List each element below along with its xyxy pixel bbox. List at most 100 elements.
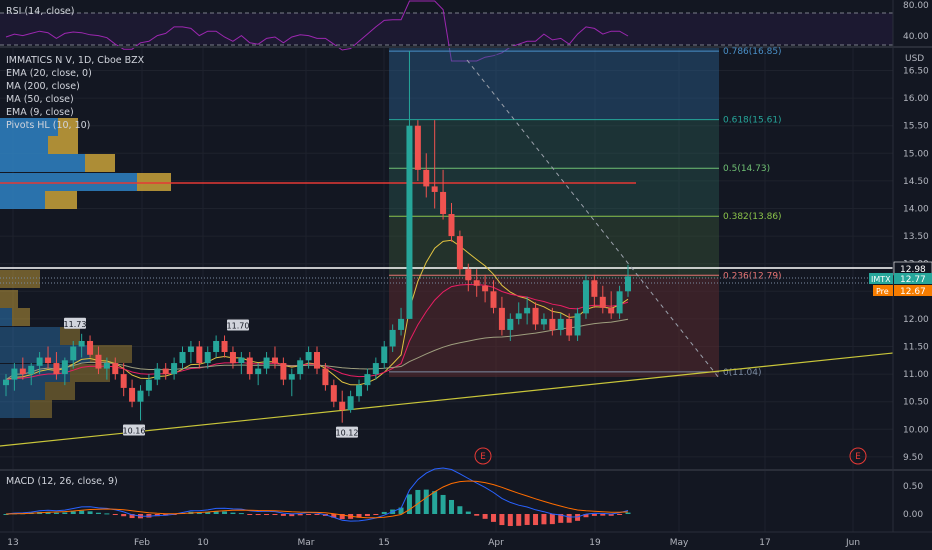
pivot-label: 11.70	[227, 319, 250, 331]
candle[interactable]	[145, 374, 152, 397]
candle[interactable]	[11, 363, 18, 391]
candle[interactable]	[314, 346, 320, 375]
candle[interactable]	[120, 363, 127, 397]
candle[interactable]	[625, 264, 631, 297]
candle[interactable]	[45, 346, 52, 369]
macd-histogram-bar	[62, 512, 68, 514]
candle[interactable]	[78, 333, 85, 358]
candle[interactable]	[616, 285, 623, 319]
candle[interactable]	[356, 379, 363, 402]
candle[interactable]	[271, 346, 278, 369]
candle[interactable]	[28, 363, 35, 386]
candle[interactable]	[540, 313, 547, 330]
svg-text:11.70: 11.70	[227, 321, 250, 330]
trend-line[interactable]	[0, 352, 894, 447]
macd-histogram-bar	[566, 514, 572, 523]
candle[interactable]	[229, 346, 236, 369]
candle[interactable]	[137, 385, 144, 421]
candle[interactable]	[389, 324, 396, 353]
candle[interactable]	[398, 307, 405, 336]
candle[interactable]	[364, 368, 371, 391]
candle[interactable]	[406, 51, 413, 319]
candle[interactable]	[103, 357, 110, 380]
candle[interactable]	[288, 368, 295, 397]
candle[interactable]	[213, 335, 220, 358]
candle[interactable]	[482, 274, 489, 303]
earnings-label-1: E	[480, 452, 486, 462]
candle[interactable]	[549, 307, 556, 336]
candle[interactable]	[490, 280, 497, 314]
candle[interactable]	[448, 202, 455, 242]
candle[interactable]	[339, 390, 346, 423]
price-axis[interactable]: 80.00 40.00 USD 16.50 16.00 15.50 15.00 14.5…	[869, 1, 932, 520]
macd-histogram-bar	[549, 514, 555, 525]
time-tick: 15	[378, 538, 389, 548]
candle[interactable]	[330, 379, 337, 408]
candle[interactable]	[70, 340, 77, 369]
candle[interactable]	[524, 296, 531, 325]
candle[interactable]	[532, 302, 539, 330]
candle[interactable]	[381, 340, 388, 369]
candle[interactable]	[3, 374, 9, 397]
candle[interactable]	[582, 274, 589, 319]
macd-histogram-bar	[129, 514, 135, 519]
candle[interactable]	[187, 340, 194, 364]
candle[interactable]	[456, 230, 463, 275]
macd-histogram-bar	[339, 514, 345, 520]
macd-histogram-bar	[264, 514, 270, 515]
time-axis[interactable]: 13 Feb 10 Mar 15 Apr 19 May 17 Jun	[7, 538, 860, 548]
candle[interactable]	[473, 269, 480, 297]
candle[interactable]	[129, 379, 136, 408]
candle[interactable]	[95, 346, 102, 375]
candle[interactable]	[372, 357, 379, 380]
candle[interactable]	[204, 346, 211, 369]
macd-histogram-bar	[499, 514, 505, 526]
candle[interactable]	[574, 307, 581, 341]
candle[interactable]	[305, 346, 312, 369]
candle[interactable]	[53, 352, 60, 380]
candle[interactable]	[507, 313, 514, 341]
macd-label: MACD (12, 26, close, 9)	[6, 476, 118, 487]
macd-histogram-bar	[423, 489, 429, 514]
candle[interactable]	[263, 352, 270, 375]
candle[interactable]	[196, 340, 203, 369]
time-tick: 13	[7, 538, 18, 548]
candle[interactable]	[238, 352, 245, 375]
candle[interactable]	[557, 313, 564, 336]
symbol-title: IMMATICS N V, 1D, Cboe BZX	[6, 55, 145, 66]
candle[interactable]	[255, 363, 262, 386]
candle[interactable]	[608, 291, 615, 319]
candle[interactable]	[221, 335, 228, 358]
candle[interactable]	[465, 263, 472, 292]
candle[interactable]	[112, 357, 119, 380]
fib-level-label: 0.236(12.79)	[723, 271, 782, 281]
candle[interactable]	[61, 357, 68, 386]
earnings-marker-2[interactable]: E	[849, 447, 867, 465]
candle[interactable]	[280, 357, 287, 386]
candle[interactable]	[591, 274, 598, 308]
candle[interactable]	[440, 169, 447, 220]
candle[interactable]	[36, 352, 43, 375]
candle[interactable]	[154, 363, 161, 386]
candle[interactable]	[498, 296, 505, 336]
candle[interactable]	[87, 335, 94, 358]
candle[interactable]	[414, 120, 421, 181]
candle[interactable]	[347, 390, 354, 413]
candle[interactable]	[297, 357, 304, 380]
candle[interactable]	[431, 120, 438, 209]
candle[interactable]	[423, 153, 430, 198]
candle[interactable]	[179, 346, 186, 369]
price-tick: 13.50	[903, 232, 929, 242]
candle[interactable]	[566, 313, 573, 341]
candle[interactable]	[19, 357, 26, 380]
candle[interactable]	[171, 357, 178, 380]
candle[interactable]	[599, 285, 606, 314]
macd-histogram-bar	[381, 511, 387, 514]
candle[interactable]	[515, 302, 522, 325]
macd-histogram-bar	[222, 511, 228, 514]
candle[interactable]	[162, 363, 169, 380]
candle[interactable]	[322, 363, 329, 391]
earnings-marker-1[interactable]: E	[474, 447, 492, 465]
candle[interactable]	[246, 352, 253, 380]
